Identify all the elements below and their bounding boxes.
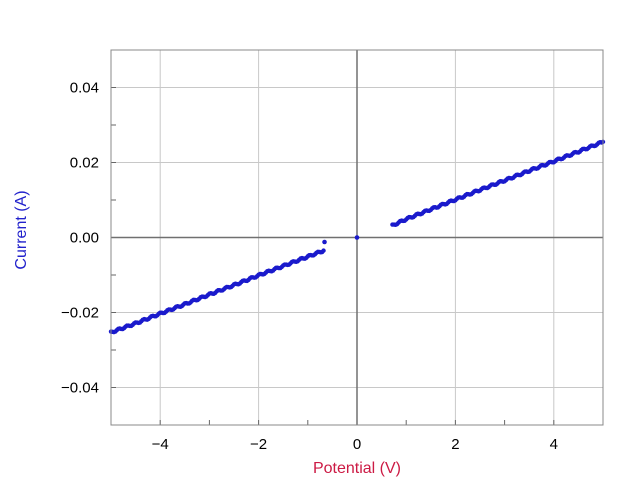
y-tick-label: −0.04 — [61, 380, 99, 397]
x-tick-label: 4 — [550, 436, 558, 453]
data-point — [321, 248, 326, 253]
plot-frame — [110, 49, 604, 426]
y-tick-labels: −0.04 −0.02 0.00 0.02 0.04 — [61, 80, 99, 397]
data-point — [354, 235, 360, 240]
x-tick-labels: −4 −2 0 2 4 — [152, 436, 558, 453]
y-axis-label: Current (A) — [13, 190, 30, 269]
y-tick-label: 0.04 — [70, 80, 99, 97]
x-tick-label: −2 — [250, 436, 267, 453]
y-tick-label: −0.02 — [61, 305, 99, 322]
x-tick-label: 0 — [353, 436, 361, 453]
x-tick-label: −4 — [152, 436, 169, 453]
x-axis-label: Potential (V) — [313, 460, 401, 477]
y-tick-label: 0.02 — [70, 155, 99, 172]
x-tick-label: 2 — [451, 436, 459, 453]
y-tick-label: 0.00 — [70, 230, 99, 247]
data-points — [108, 139, 606, 335]
data-point — [322, 239, 327, 245]
